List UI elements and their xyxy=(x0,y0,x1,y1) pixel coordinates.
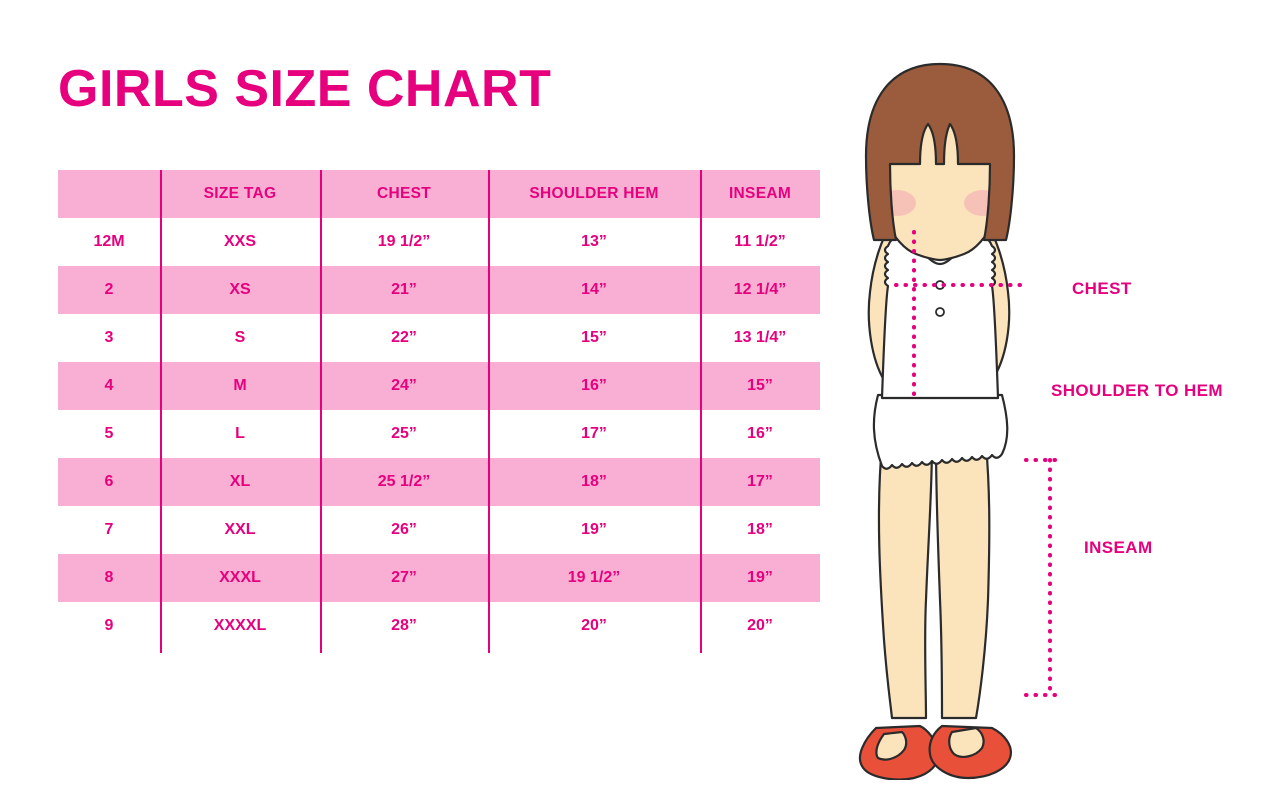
cell-size: 9 xyxy=(58,602,160,650)
hair xyxy=(864,62,1016,242)
cell-chest: 24” xyxy=(320,362,488,410)
table-column-divider xyxy=(320,170,322,653)
column-header-size-tag: SIZE TAG xyxy=(160,170,320,218)
table-row: 3 S 22” 15” 13 1/4” xyxy=(58,314,820,362)
cell-size: 3 xyxy=(58,314,160,362)
cell-size-tag: XXL xyxy=(160,506,320,554)
cell-inseam: 15” xyxy=(700,362,820,410)
column-header-shoulder-hem: SHOULDER HEM xyxy=(488,170,700,218)
cell-shoulder-hem: 20” xyxy=(488,602,700,650)
cell-inseam: 16” xyxy=(700,410,820,458)
cell-size-tag: XS xyxy=(160,266,320,314)
cell-chest: 22” xyxy=(320,314,488,362)
table-body: 12M XXS 19 1/2” 13” 11 1/2” 2 XS 21” 14”… xyxy=(58,218,820,650)
cell-chest: 25” xyxy=(320,410,488,458)
table-column-divider xyxy=(488,170,490,653)
cell-shoulder-hem: 15” xyxy=(488,314,700,362)
right-shoe-strap xyxy=(948,726,985,758)
cell-size-tag: S xyxy=(160,314,320,362)
cell-inseam: 20” xyxy=(700,602,820,650)
cell-size-tag: M xyxy=(160,362,320,410)
cell-size: 2 xyxy=(58,266,160,314)
cell-inseam: 19” xyxy=(700,554,820,602)
cell-inseam: 18” xyxy=(700,506,820,554)
cell-shoulder-hem: 18” xyxy=(488,458,700,506)
cell-size: 5 xyxy=(58,410,160,458)
callout-label-shoulder-to-hem: SHOULDER TO HEM xyxy=(1051,381,1223,400)
cell-chest: 28” xyxy=(320,602,488,650)
cell-chest: 25 1/2” xyxy=(320,458,488,506)
column-header-inseam: INSEAM xyxy=(700,170,820,218)
table-row: 2 XS 21” 14” 12 1/4” xyxy=(58,266,820,314)
size-chart-table: SIZE TAG CHEST SHOULDER HEM INSEAM 12M X… xyxy=(58,170,820,650)
cell-chest: 19 1/2” xyxy=(320,218,488,266)
table-row: 6 XL 25 1/2” 18” 17” xyxy=(58,458,820,506)
cell-size: 7 xyxy=(58,506,160,554)
table-row: 8 XXXL 27” 19 1/2” 19” xyxy=(58,554,820,602)
table-row: 9 XXXXL 28” 20” 20” xyxy=(58,602,820,650)
cell-size-tag: XL xyxy=(160,458,320,506)
table-row: 12M XXS 19 1/2” 13” 11 1/2” xyxy=(58,218,820,266)
column-header-size xyxy=(58,170,160,218)
cell-chest: 27” xyxy=(320,554,488,602)
cell-size-tag: XXXL xyxy=(160,554,320,602)
cell-size: 12M xyxy=(58,218,160,266)
skirt-bloomers xyxy=(872,393,1009,470)
cell-inseam: 11 1/2” xyxy=(700,218,820,266)
cell-size-tag: L xyxy=(160,410,320,458)
table-row: 4 M 24” 16” 15” xyxy=(58,362,820,410)
cell-chest: 26” xyxy=(320,506,488,554)
cell-shoulder-hem: 19” xyxy=(488,506,700,554)
page-title: GIRLS SIZE CHART xyxy=(58,60,552,118)
cell-inseam: 13 1/4” xyxy=(700,314,820,362)
callout-label-inseam: INSEAM xyxy=(1084,538,1153,557)
cell-size: 8 xyxy=(58,554,160,602)
cell-inseam: 12 1/4” xyxy=(700,266,820,314)
left-shoe-strap xyxy=(875,730,908,761)
cell-shoulder-hem: 14” xyxy=(488,266,700,314)
button-lower xyxy=(935,307,945,317)
table-header-row: SIZE TAG CHEST SHOULDER HEM INSEAM xyxy=(58,170,820,218)
cell-shoulder-hem: 19 1/2” xyxy=(488,554,700,602)
cell-chest: 21” xyxy=(320,266,488,314)
column-header-chest: CHEST xyxy=(320,170,488,218)
table-row: 7 XXL 26” 19” 18” xyxy=(58,506,820,554)
right-leg xyxy=(934,443,991,720)
cell-size-tag: XXS xyxy=(160,218,320,266)
cell-shoulder-hem: 13” xyxy=(488,218,700,266)
cell-inseam: 17” xyxy=(700,458,820,506)
table-column-divider xyxy=(160,170,162,653)
cell-shoulder-hem: 16” xyxy=(488,362,700,410)
table-row: 5 L 25” 17” 16” xyxy=(58,410,820,458)
left-leg xyxy=(877,443,934,720)
cell-size-tag: XXXXL xyxy=(160,602,320,650)
table-column-divider xyxy=(700,170,702,653)
cell-size: 6 xyxy=(58,458,160,506)
callout-label-chest: CHEST xyxy=(1072,279,1132,298)
cell-shoulder-hem: 17” xyxy=(488,410,700,458)
cell-size: 4 xyxy=(58,362,160,410)
girl-figure-illustration xyxy=(840,40,1100,780)
